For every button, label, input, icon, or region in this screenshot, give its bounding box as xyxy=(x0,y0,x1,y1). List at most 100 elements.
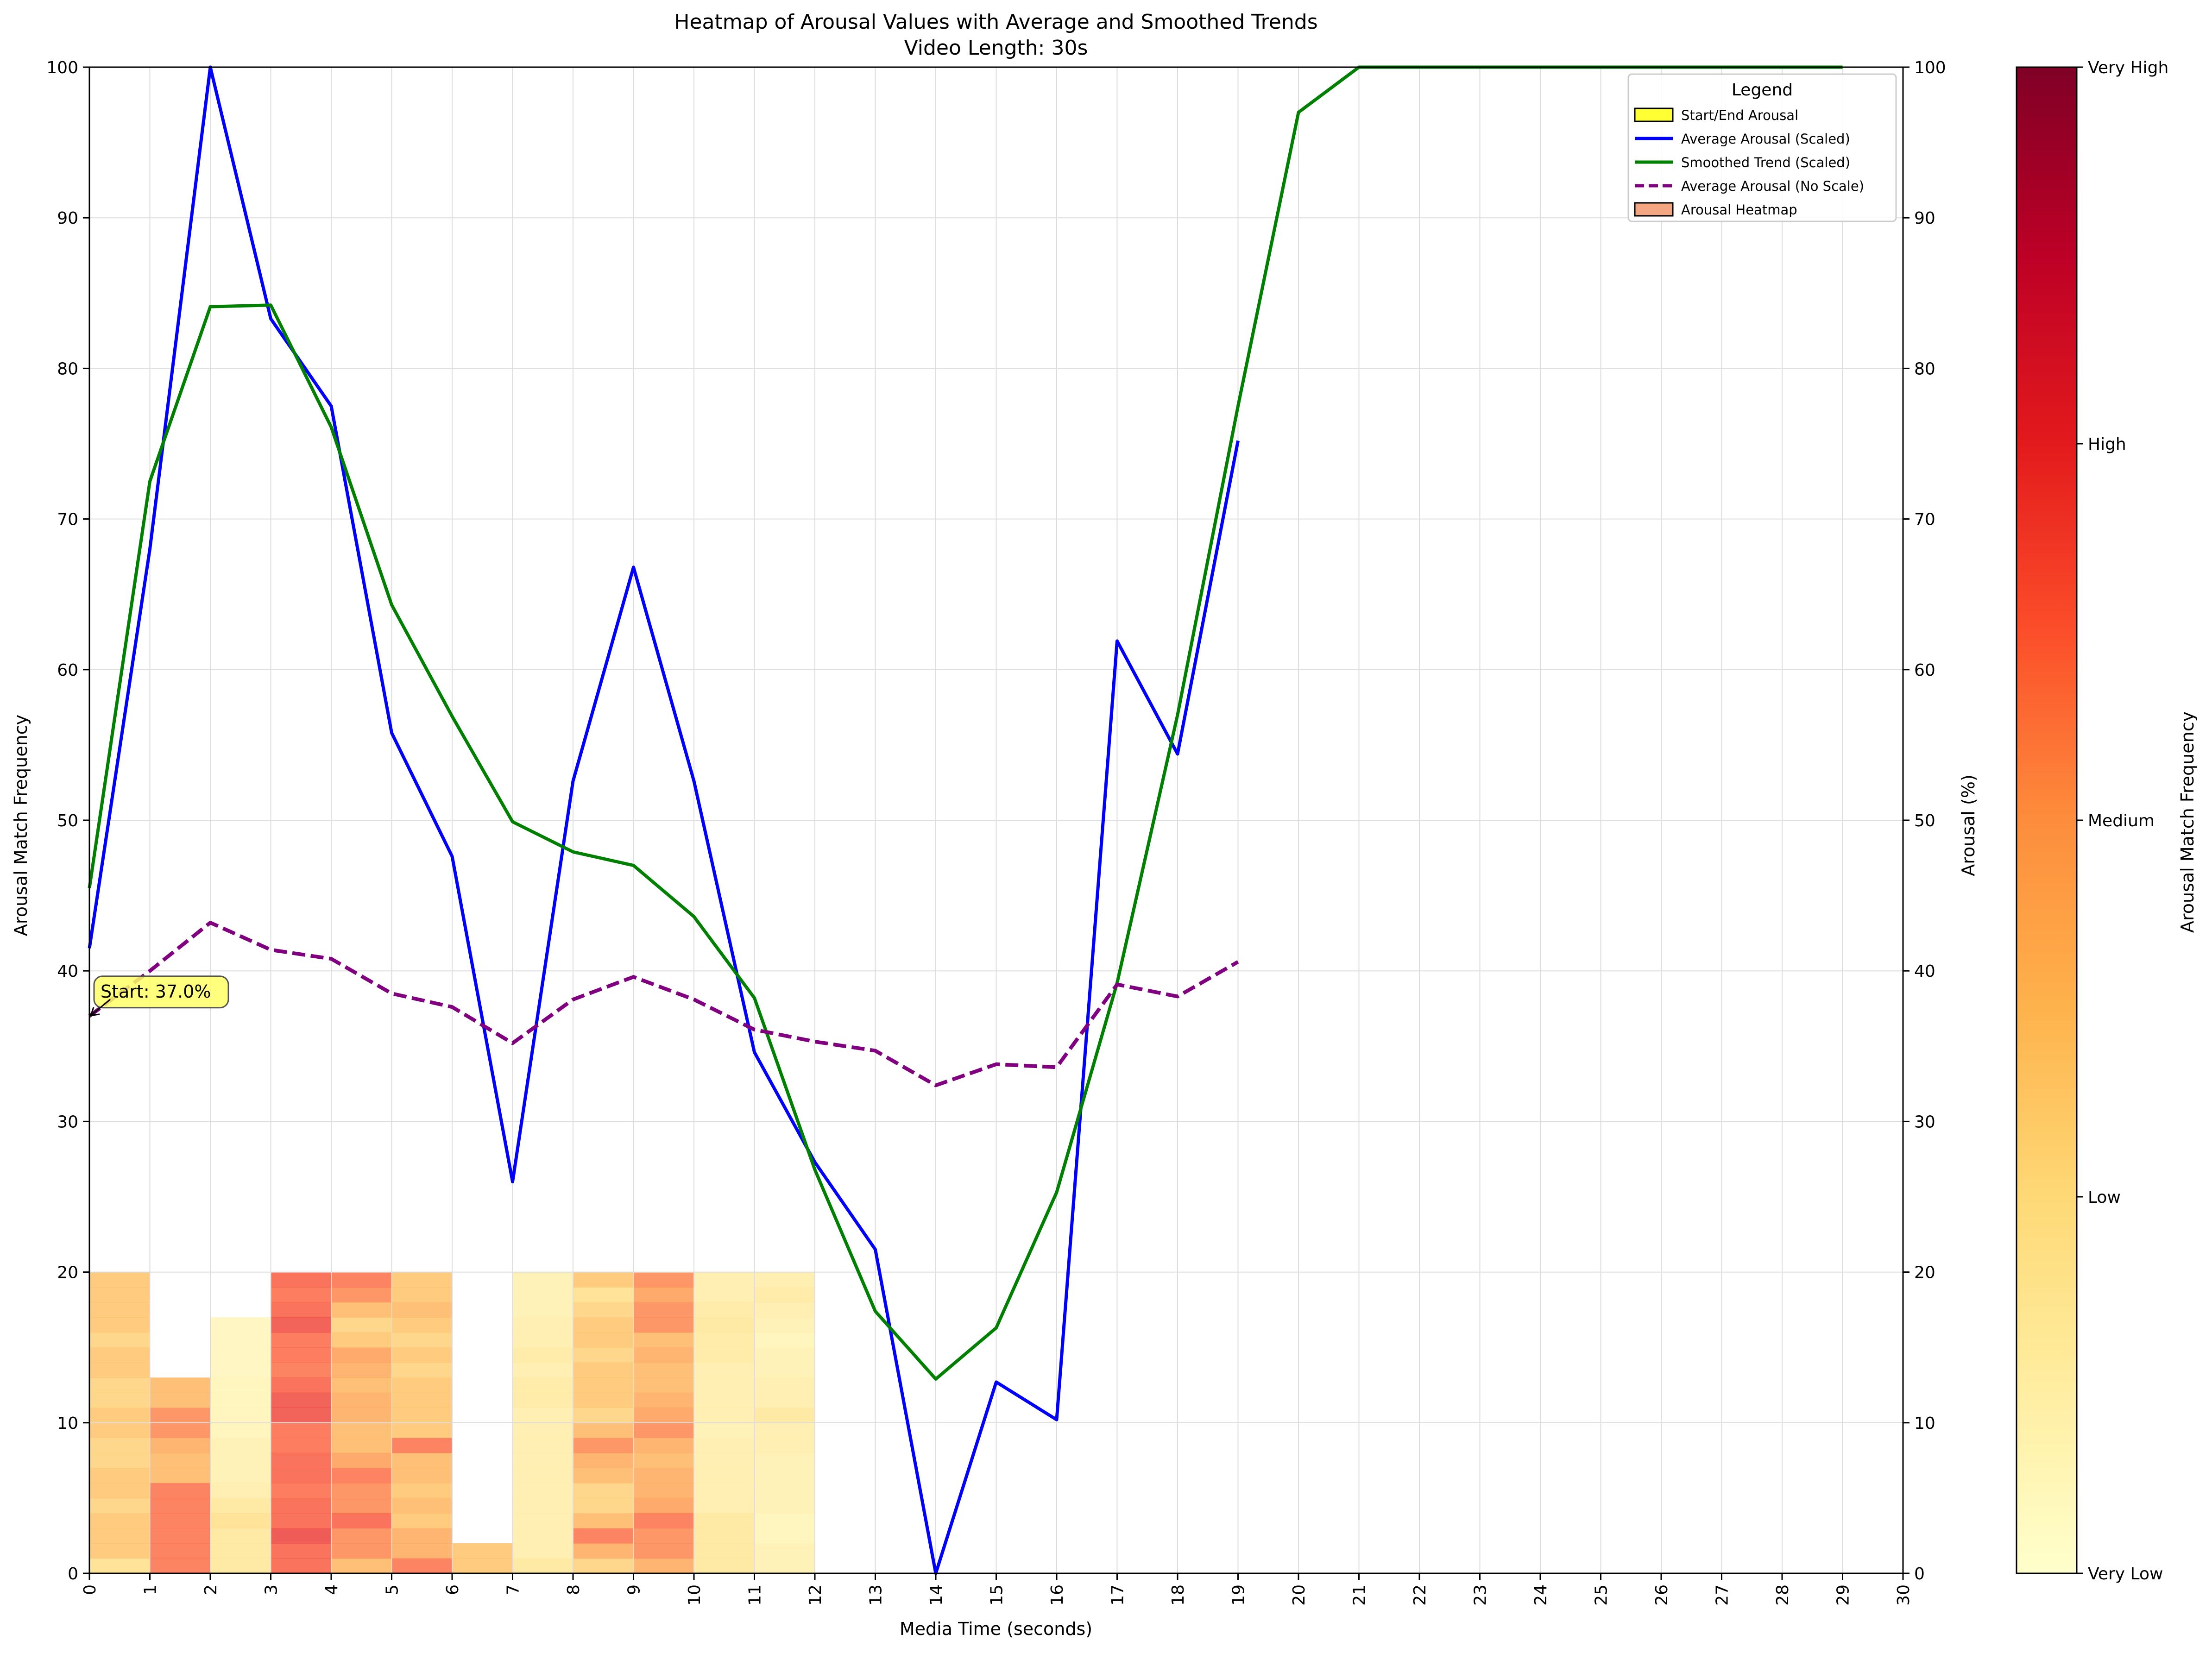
heatmap-cell xyxy=(150,1513,210,1528)
y-tick-label-right: 80 xyxy=(1914,359,1935,378)
heatmap-cell xyxy=(694,1362,755,1378)
heatmap-cell xyxy=(391,1498,452,1514)
heatmap-cell xyxy=(694,1483,755,1498)
x-tick-label: 5 xyxy=(383,1584,402,1595)
y-tick-label-left: 70 xyxy=(57,510,78,529)
heatmap-cell xyxy=(694,1528,755,1544)
heatmap-cell xyxy=(210,1498,271,1514)
heatmap-cell xyxy=(210,1543,271,1559)
heatmap-cell xyxy=(754,1287,815,1303)
heatmap-cell xyxy=(271,1513,331,1528)
colorbar-tick-label: Low xyxy=(2088,1188,2121,1207)
heatmap-cell xyxy=(573,1498,634,1514)
heatmap-cell xyxy=(331,1498,392,1514)
heatmap-cell xyxy=(694,1513,755,1528)
heatmap-cell xyxy=(210,1392,271,1408)
heatmap-cell xyxy=(694,1317,755,1333)
y-tick-label-left: 0 xyxy=(68,1565,78,1584)
heatmap-cell xyxy=(573,1422,634,1438)
heatmap-cell xyxy=(633,1483,694,1498)
heatmap-cell xyxy=(89,1528,150,1544)
heatmap-cell xyxy=(391,1558,452,1574)
heatmap-cell xyxy=(573,1452,634,1468)
y-tick-label-left: 50 xyxy=(57,811,78,830)
heatmap-cell xyxy=(271,1287,331,1303)
heatmap-cell xyxy=(150,1408,210,1423)
heatmap-cell xyxy=(573,1392,634,1408)
heatmap-cell xyxy=(512,1528,573,1544)
heatmap-cell xyxy=(633,1392,694,1408)
heatmap-cell xyxy=(89,1287,150,1303)
heatmap-cell xyxy=(150,1377,210,1393)
heatmap-cell xyxy=(573,1287,634,1303)
heatmap-cell xyxy=(512,1392,573,1408)
heatmap-cell xyxy=(391,1483,452,1498)
heatmap-cell xyxy=(271,1438,331,1453)
heatmap-cell xyxy=(573,1332,634,1348)
heatmap-cell xyxy=(271,1422,331,1438)
heatmap-cell xyxy=(573,1302,634,1318)
heatmap-cell xyxy=(150,1558,210,1574)
average-arousal-scaled-line xyxy=(88,65,1240,1575)
x-tick-label: 19 xyxy=(1229,1584,1248,1606)
heatmap-cell xyxy=(271,1468,331,1483)
x-tick-label: 26 xyxy=(1652,1584,1671,1606)
y-axis-label-right: Arousal (%) xyxy=(1958,774,1979,876)
heatmap-cell xyxy=(633,1362,694,1378)
chart-subtitle: Video Length: 30s xyxy=(904,36,1088,60)
heatmap-cell xyxy=(210,1528,271,1544)
x-tick-label: 22 xyxy=(1411,1584,1430,1606)
annotation-arrowhead xyxy=(89,1007,100,1017)
heatmap-cell xyxy=(331,1513,392,1528)
heatmap-cell xyxy=(89,1543,150,1559)
heatmap-cell xyxy=(754,1452,815,1468)
heatmap-cell xyxy=(512,1272,573,1288)
x-tick-label: 18 xyxy=(1169,1584,1188,1606)
heatmap-cell xyxy=(694,1347,755,1363)
x-tick-label: 7 xyxy=(504,1584,523,1595)
heatmap-cell xyxy=(694,1377,755,1393)
heatmap-cell xyxy=(210,1468,271,1483)
x-tick-label: 10 xyxy=(685,1584,704,1606)
heatmap-cell xyxy=(331,1438,392,1453)
heatmap-cell xyxy=(452,1543,513,1559)
heatmap-cell xyxy=(271,1558,331,1574)
heatmap-cell xyxy=(512,1468,573,1483)
heatmap-cell xyxy=(754,1558,815,1574)
x-tick-label: 1 xyxy=(141,1584,160,1595)
colorbar-tick-label: High xyxy=(2088,435,2126,454)
heatmap-cell xyxy=(391,1362,452,1378)
heatmap-cell xyxy=(633,1347,694,1363)
x-tick-label: 14 xyxy=(927,1584,946,1606)
x-tick-label: 4 xyxy=(322,1584,341,1595)
x-tick-label: 17 xyxy=(1109,1584,1128,1606)
heatmap-cell xyxy=(271,1332,331,1348)
heatmap-cell xyxy=(331,1483,392,1498)
y-tick-label-left: 20 xyxy=(57,1263,78,1282)
heatmap-cell xyxy=(89,1392,150,1408)
colorbar-gradient xyxy=(2016,66,2078,1574)
heatmap-cell xyxy=(391,1317,452,1333)
heatmap-cell xyxy=(754,1317,815,1333)
heatmap-cell xyxy=(754,1362,815,1378)
average-arousal-no-scale-line xyxy=(88,921,1239,1087)
heatmap-cell xyxy=(512,1452,573,1468)
y-tick-label-right: 20 xyxy=(1914,1263,1935,1282)
heatmap-cell xyxy=(573,1483,634,1498)
heatmap-cell xyxy=(694,1422,755,1438)
heatmap-cell xyxy=(754,1438,815,1453)
legend-swatch xyxy=(1634,202,1674,217)
legend-entry-label: Arousal Heatmap xyxy=(1681,202,1797,218)
heatmap-cell xyxy=(512,1332,573,1348)
y-tick-label-left: 60 xyxy=(57,661,78,680)
heatmap-cell xyxy=(391,1468,452,1483)
heatmap-cell xyxy=(633,1408,694,1423)
heatmap-cell xyxy=(271,1377,331,1393)
heatmap-cell xyxy=(694,1543,755,1559)
heatmap-cell xyxy=(271,1528,331,1544)
x-tick-label: 23 xyxy=(1471,1584,1490,1606)
heatmap-cell xyxy=(573,1513,634,1528)
heatmap-cell xyxy=(754,1332,815,1348)
